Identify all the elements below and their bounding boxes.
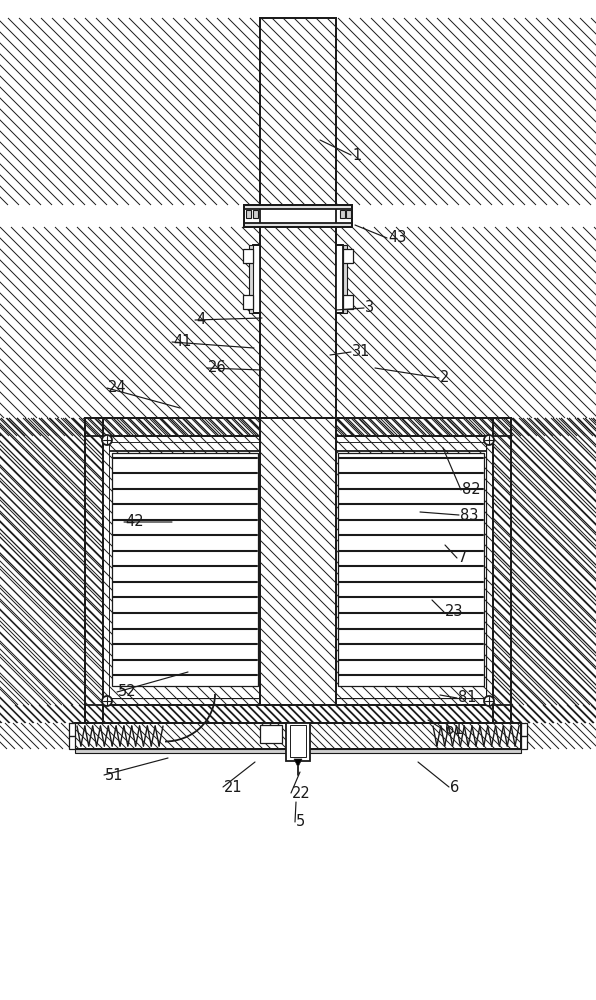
Bar — [340, 210, 345, 218]
Bar — [85, 705, 511, 723]
Bar — [244, 223, 352, 227]
Bar — [75, 749, 521, 753]
Bar — [243, 249, 253, 263]
Bar — [346, 210, 351, 218]
Text: 3: 3 — [365, 300, 374, 316]
Bar — [260, 18, 336, 205]
Bar — [243, 295, 253, 309]
Bar — [103, 436, 493, 443]
Bar — [336, 205, 352, 227]
Circle shape — [484, 435, 494, 445]
Bar — [343, 249, 353, 263]
Bar — [85, 418, 103, 723]
Bar — [103, 436, 110, 705]
Text: 31: 31 — [352, 344, 370, 360]
Bar — [260, 418, 336, 705]
Text: 23: 23 — [445, 604, 464, 619]
Bar — [85, 418, 103, 723]
Text: 83: 83 — [460, 508, 479, 522]
Bar — [290, 725, 306, 757]
Bar — [493, 418, 511, 723]
Bar — [75, 723, 521, 749]
Text: 22: 22 — [292, 786, 311, 800]
Text: 7: 7 — [458, 550, 467, 566]
Text: 26: 26 — [208, 360, 226, 375]
Bar — [85, 418, 511, 436]
Bar — [338, 453, 484, 686]
Bar — [110, 443, 486, 698]
Bar — [249, 245, 253, 313]
Bar — [112, 453, 258, 686]
Bar — [85, 705, 511, 723]
Bar — [286, 723, 310, 761]
Bar — [85, 418, 511, 436]
Bar — [85, 418, 103, 723]
Circle shape — [102, 435, 112, 445]
Text: 6: 6 — [450, 780, 460, 794]
Text: 4: 4 — [196, 312, 205, 328]
Text: 5: 5 — [296, 814, 305, 830]
Text: 82: 82 — [462, 483, 480, 497]
Bar — [246, 210, 251, 218]
Bar — [69, 723, 75, 749]
Bar — [521, 723, 527, 749]
Bar — [85, 418, 511, 436]
Bar — [343, 245, 347, 313]
Bar — [493, 418, 511, 723]
Bar — [486, 436, 493, 705]
Bar — [253, 245, 260, 313]
Bar — [260, 725, 282, 743]
Bar — [343, 295, 353, 309]
Text: 41: 41 — [173, 334, 191, 350]
Text: 21: 21 — [224, 780, 243, 794]
Bar — [260, 227, 336, 418]
Text: 24: 24 — [108, 380, 126, 395]
Circle shape — [102, 696, 112, 706]
Text: 42: 42 — [125, 514, 144, 530]
Text: 43: 43 — [388, 231, 406, 245]
Text: 81: 81 — [458, 690, 476, 706]
Bar — [260, 227, 336, 418]
Bar — [244, 205, 260, 227]
Bar — [75, 723, 521, 749]
Bar — [260, 18, 336, 205]
Text: 51: 51 — [105, 768, 123, 782]
Bar — [260, 18, 336, 205]
Bar — [253, 210, 258, 218]
Text: 1: 1 — [352, 147, 361, 162]
Bar — [260, 418, 336, 705]
Bar — [110, 443, 486, 698]
Bar — [103, 698, 493, 705]
Bar — [75, 723, 521, 749]
Text: 52: 52 — [118, 684, 136, 700]
Bar — [260, 227, 336, 418]
Text: 2: 2 — [440, 370, 449, 385]
Text: 61: 61 — [445, 722, 464, 738]
Bar — [244, 205, 352, 209]
Bar — [85, 705, 511, 723]
Bar — [260, 418, 336, 705]
Polygon shape — [294, 759, 302, 767]
Bar — [336, 245, 343, 313]
Circle shape — [484, 696, 494, 706]
Bar — [493, 418, 511, 723]
